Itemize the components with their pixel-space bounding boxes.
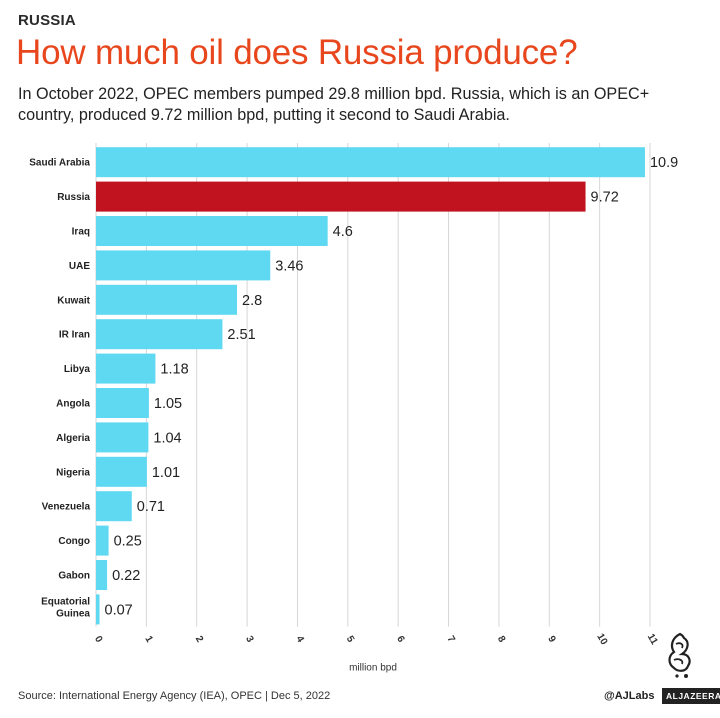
value-label: 3.46 bbox=[275, 258, 303, 274]
x-tick-label: 1 bbox=[142, 634, 155, 645]
x-tick-label: 2 bbox=[193, 634, 206, 645]
bar bbox=[96, 491, 132, 522]
bar bbox=[96, 353, 156, 384]
x-tick-label: 7 bbox=[445, 634, 458, 645]
value-label: 10.9 bbox=[650, 155, 678, 171]
bar bbox=[96, 422, 149, 453]
category-label: IR Iran bbox=[59, 330, 90, 341]
value-label: 0.07 bbox=[105, 602, 133, 618]
bar bbox=[96, 284, 238, 315]
category-label: Gabon bbox=[58, 571, 90, 582]
category-label: Saudi Arabia bbox=[29, 158, 90, 169]
value-label: 1.04 bbox=[153, 430, 181, 446]
bar bbox=[96, 216, 328, 246]
category-label: Congo bbox=[58, 536, 90, 547]
category-label: Equatorial Guinea bbox=[41, 596, 90, 619]
chart-subtitle: In October 2022, OPEC members pumped 29.… bbox=[18, 85, 650, 124]
value-label: 1.05 bbox=[154, 396, 182, 412]
x-tick-label: 4 bbox=[293, 634, 306, 645]
x-tick-label: 0 bbox=[92, 634, 105, 645]
value-label: 2.51 bbox=[227, 327, 255, 343]
bar bbox=[96, 250, 271, 281]
category-label: Russia bbox=[57, 192, 90, 203]
x-tick-label: 6 bbox=[394, 634, 407, 645]
x-tick-label: 10 bbox=[594, 632, 609, 648]
aj-labs-handle: @AJLabs bbox=[604, 690, 655, 702]
chart-title: How much oil does Russia produce? bbox=[16, 33, 578, 72]
category-label: Nigeria bbox=[56, 467, 90, 478]
x-tick-label: 8 bbox=[495, 634, 508, 645]
bar bbox=[96, 388, 149, 418]
x-tick-label: 11 bbox=[645, 632, 660, 647]
aljazeera-logo-icon bbox=[668, 632, 691, 678]
bar bbox=[96, 594, 100, 625]
x-axis-label: million bpd bbox=[349, 663, 397, 674]
bar bbox=[96, 525, 109, 556]
value-label: 0.22 bbox=[112, 568, 140, 584]
value-label: 9.72 bbox=[591, 190, 619, 206]
category-label: Algeria bbox=[56, 433, 90, 444]
value-label: 2.8 bbox=[242, 293, 262, 309]
bar bbox=[96, 319, 223, 350]
value-label: 1.01 bbox=[152, 465, 180, 481]
category-label: Libya bbox=[64, 364, 91, 375]
aljazeera-brand-label: ALJAZEERA bbox=[662, 688, 720, 704]
x-tick-label: 5 bbox=[344, 634, 357, 645]
category-label: Kuwait bbox=[57, 295, 90, 306]
category-label: Iraq bbox=[72, 227, 90, 238]
value-label: 1.18 bbox=[160, 362, 188, 378]
category-label: Venezuela bbox=[42, 502, 91, 513]
bar bbox=[96, 181, 586, 212]
x-tick-label: 3 bbox=[243, 634, 256, 645]
value-label: 4.6 bbox=[333, 224, 353, 240]
source-note: Source: International Energy Agency (IEA… bbox=[18, 690, 331, 702]
category-label: UAE bbox=[69, 261, 90, 272]
bar bbox=[96, 560, 108, 590]
value-label: 0.71 bbox=[137, 499, 165, 515]
bar bbox=[96, 456, 147, 487]
kicker: RUSSIA bbox=[18, 12, 76, 29]
x-tick-label: 9 bbox=[545, 634, 558, 645]
category-label: Angola bbox=[56, 399, 90, 410]
value-label: 0.25 bbox=[114, 534, 142, 550]
bar bbox=[96, 147, 645, 178]
